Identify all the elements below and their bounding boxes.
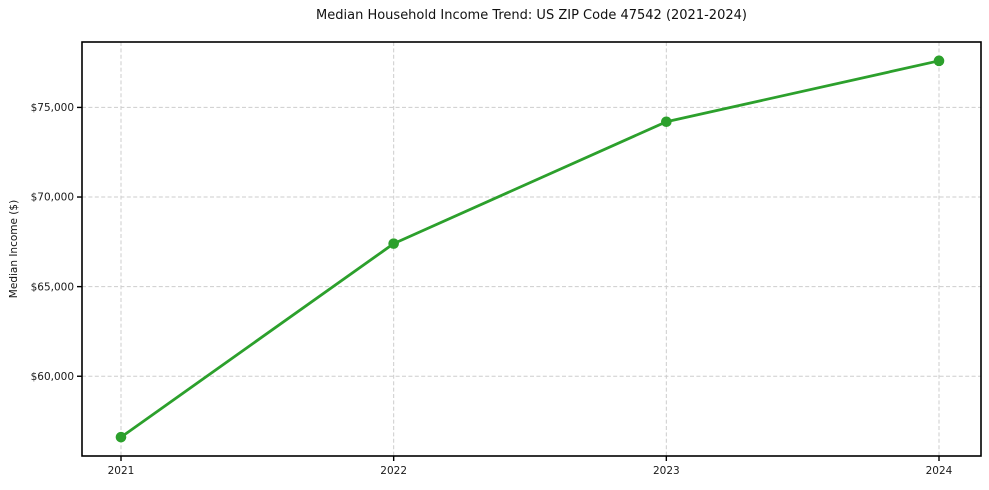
y-tick-label: $65,000 (31, 281, 74, 293)
y-tick-label: $70,000 (31, 192, 74, 204)
data-point-2022 (388, 238, 399, 249)
data-point-2021 (115, 431, 127, 443)
data-point-2024 (933, 55, 945, 67)
x-tick-label: 2023 (653, 465, 680, 477)
x-tick-label: 2024 (926, 465, 953, 477)
x-tick-label: 2022 (380, 465, 407, 477)
data-point-2023 (661, 116, 672, 128)
y-tick-label: $75,000 (31, 102, 74, 114)
chart-title: Median Household Income Trend: US ZIP Co… (316, 8, 747, 23)
x-tick-label: 2021 (108, 465, 135, 477)
income-trend-line (119, 59, 941, 439)
plot-frame (81, 41, 982, 457)
y-tick-label: $60,000 (31, 371, 74, 383)
